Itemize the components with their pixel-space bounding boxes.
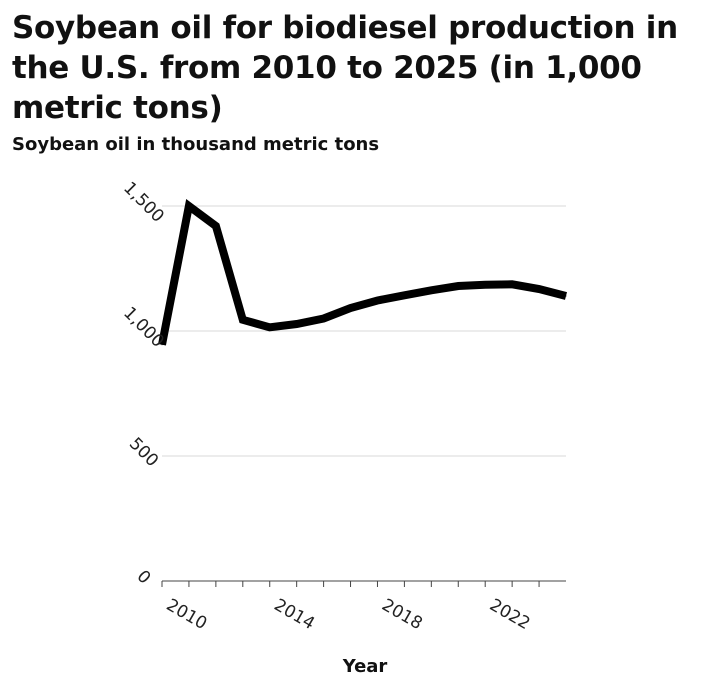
- data-point-2017: [350, 307, 352, 309]
- y-tick-label: 1,500: [119, 178, 168, 227]
- data-point-2020: [430, 289, 432, 291]
- y-tick-label: 0: [133, 567, 155, 589]
- data-point-2014: [269, 326, 271, 328]
- x-axis-label: Year: [342, 656, 388, 677]
- data-point-2015: [296, 323, 298, 325]
- x-tick-label: 2022: [486, 595, 533, 634]
- y-tick-label: 1,000: [119, 303, 168, 352]
- x-tick-label: 2018: [378, 595, 425, 634]
- x-axis: [161, 580, 566, 587]
- chart-title: Soybean oil for biodiesel production in …: [12, 10, 678, 126]
- data-point-2023: [511, 283, 513, 285]
- data-point-2021: [457, 285, 459, 287]
- data-point-2025: [565, 295, 567, 297]
- data-point-2011: [188, 205, 190, 207]
- y-axis-label: Soybean oil in thousand metric tons: [12, 134, 380, 155]
- data-point-2016: [323, 318, 325, 319]
- data-point-2013: [242, 319, 244, 321]
- series-line-0: [158, 199, 568, 346]
- data-point-2019: [403, 294, 405, 296]
- x-tick-label: 2014: [270, 595, 317, 634]
- x-tick-label: 2010: [163, 595, 210, 634]
- y-tick-label: 500: [125, 434, 162, 471]
- data-point-2010: [161, 344, 163, 346]
- data-point-2022: [484, 284, 486, 286]
- data-point-2018: [376, 300, 378, 301]
- data-point-2024: [538, 288, 540, 290]
- series-layer: [158, 199, 568, 346]
- gridlines: [162, 205, 566, 457]
- data-point-2012: [215, 225, 217, 227]
